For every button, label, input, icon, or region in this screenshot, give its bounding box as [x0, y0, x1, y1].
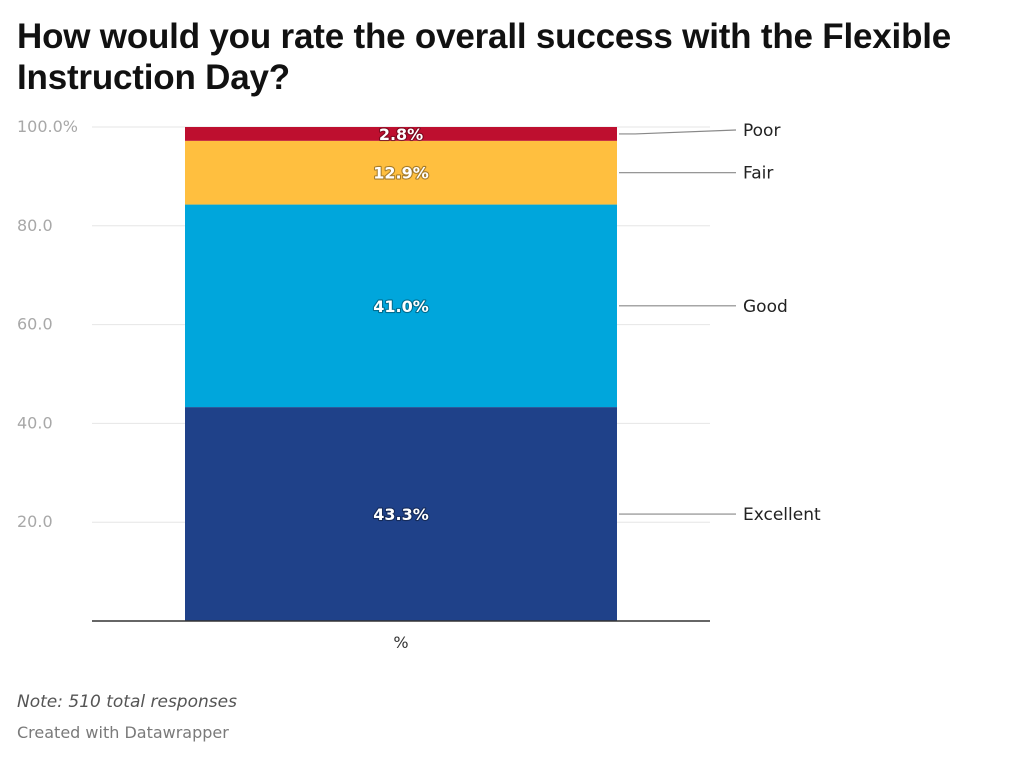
bar-segment-excellent [185, 407, 617, 621]
data-label-poor: 2.8% [379, 125, 423, 144]
connector-poor [619, 129, 737, 135]
x-category-label: % [393, 633, 408, 652]
y-tick-label: 60.0 [17, 315, 53, 334]
data-label-fair: 12.9% [373, 164, 429, 183]
chart-title: How would you rate the overall success w… [17, 17, 952, 97]
series-label-excellent: Excellent [743, 505, 821, 525]
series-label-poor: Poor [743, 121, 780, 141]
chart-note: Note: 510 total responses [17, 692, 237, 712]
bar-segment-fair [185, 140, 617, 205]
series-label-good: Good [743, 297, 788, 317]
y-tick-label: 40.0 [17, 413, 53, 432]
bar-segment-good [185, 204, 617, 408]
data-label-good: 41.0% [373, 297, 429, 316]
chart-credit: Created with Datawrapper [17, 723, 229, 742]
stacked-bar-chart: 20.0 40.0 60.0 80.0 100.0% 43.3% 41.0% 12.9% 2.… [17, 117, 821, 652]
series-label-fair: Fair [743, 164, 773, 184]
y-tick-label: 100.0% [17, 117, 78, 136]
data-label-excellent: 43.3% [373, 505, 429, 524]
bar-segment-poor [185, 127, 617, 141]
y-tick-label: 80.0 [17, 216, 53, 235]
y-tick-label: 20.0 [17, 512, 53, 531]
